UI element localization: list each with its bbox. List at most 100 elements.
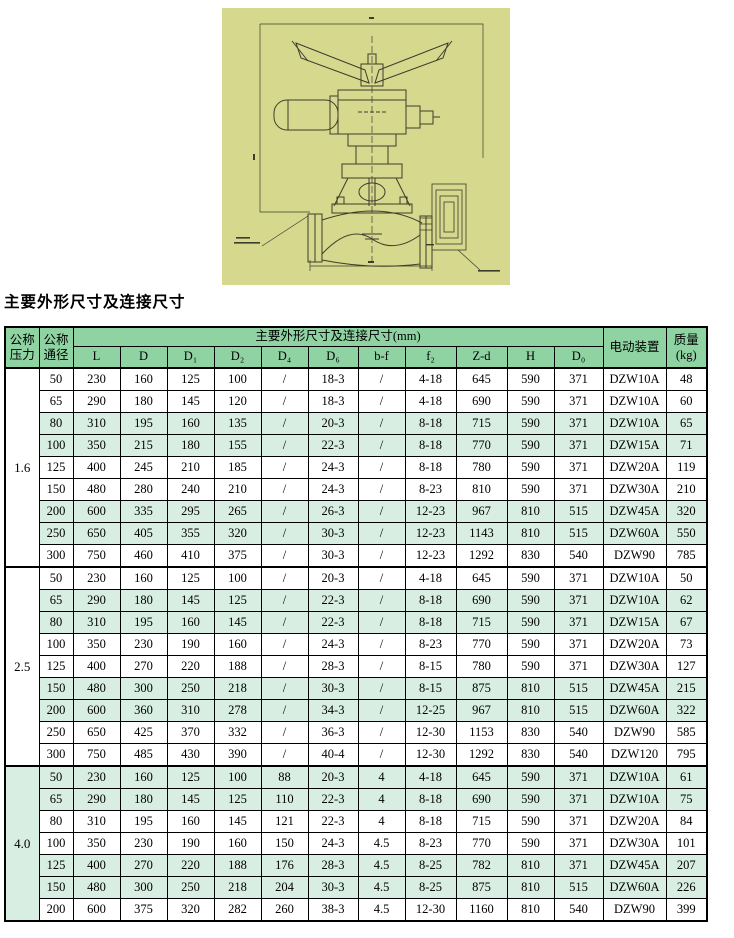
device-cell: DZW30A: [602, 655, 667, 678]
dim-cell: 400: [72, 456, 121, 479]
dim-cell: 34-3: [307, 699, 359, 722]
col-header-dim: D₂: [213, 346, 262, 369]
dim-cell: 28-3: [307, 655, 359, 678]
pressure-cell: 1.6: [4, 367, 40, 568]
dim-cell: /: [260, 743, 309, 767]
device-cell: DZW10A: [602, 788, 667, 811]
table-row: 100 350 230 190 160/24-3/8-23 770 590 371 DZW20A…: [5, 633, 708, 656]
dim-cell: 405: [119, 522, 168, 545]
device-cell: DZW10A: [602, 765, 667, 789]
dim-cell: 180: [119, 788, 168, 811]
dim-cell: 145: [166, 589, 215, 612]
dim-cell: 22-3: [307, 788, 359, 811]
device-cell: DZW120: [602, 743, 667, 767]
motor-cylinder: [273, 95, 339, 135]
dn-cell: 125: [38, 456, 74, 479]
device-cell: DZW30A: [602, 478, 667, 501]
dim-cell: 371: [553, 390, 604, 413]
mass-cell: 67: [665, 611, 708, 634]
dim-cell: 30-3: [307, 544, 359, 568]
device-cell: DZW60A: [602, 522, 667, 545]
col-header-dim: D₆: [307, 346, 359, 369]
dim-cell: /: [260, 390, 309, 413]
dim-cell: 371: [553, 456, 604, 479]
dim-cell: 36-3: [307, 721, 359, 744]
dn-cell: 200: [38, 500, 74, 523]
dim-cell: 350: [72, 633, 121, 656]
col-header-dim: D₁: [166, 346, 215, 369]
connector: [405, 105, 440, 129]
dim-cell: 690: [455, 390, 508, 413]
dim-cell: 645: [455, 566, 508, 590]
dn-cell: 150: [38, 478, 74, 501]
dim-cell: 300: [119, 677, 168, 700]
dim-cell: /: [357, 456, 406, 479]
table-row: 65 290 180 145 120/18-3/4-18 690 590 371 DZW10A 6…: [5, 390, 708, 413]
table-row: 125 400 245 210 185/24-3/8-18 780 590 371 DZW20A…: [5, 456, 708, 479]
dim-cell: 515: [553, 876, 604, 899]
dim-cell: 230: [72, 765, 121, 789]
dim-cell: 375: [119, 898, 168, 922]
dim-cell: 810: [506, 677, 555, 700]
table-row: 125 400 270 220 188 176 28-3 4.5 8-25 782 810 371 DZ…: [5, 854, 708, 877]
mass-cell: 75: [665, 788, 708, 811]
dn-cell: 65: [38, 390, 74, 413]
dim-cell: /: [357, 721, 406, 744]
dim-cell: 320: [166, 898, 215, 922]
dim-cell: 350: [72, 832, 121, 855]
dim-cell: 8-18: [404, 589, 457, 612]
dim-cell: 1292: [455, 544, 508, 568]
mass-cell: 320: [665, 500, 708, 523]
dim-cell: 8-18: [404, 434, 457, 457]
dim-cell: /: [260, 412, 309, 435]
device-cell: DZW20A: [602, 810, 667, 833]
table-row: 250 650 425 370 332/36-3/12-30 1153 830 540 DZW9…: [5, 721, 708, 744]
dim-cell: 410: [166, 544, 215, 568]
device-cell: DZW90: [602, 898, 667, 922]
table-row: 65 290 180 145 125 110 22-3 4 8-18 690 590 371 DZW10…: [5, 788, 708, 811]
dim-cell: 830: [506, 721, 555, 744]
dim-cell: 160: [166, 611, 215, 634]
table-row: 100 350 230 190 160 150 24-3 4.5 8-23 770 590 371 DZ…: [5, 832, 708, 855]
dim-cell: 176: [260, 854, 309, 877]
dim-cell: 715: [455, 412, 508, 435]
dim-cell: 590: [506, 810, 555, 833]
dim-cell: 371: [553, 810, 604, 833]
dim-cell: 210: [166, 456, 215, 479]
dim-cell: /: [357, 478, 406, 501]
dim-cell: 350: [72, 434, 121, 457]
dim-cell: 810: [506, 522, 555, 545]
bonnet-flange: [331, 196, 413, 214]
dim-cell: 160: [166, 810, 215, 833]
dim-cell: 515: [553, 500, 604, 523]
device-cell: DZW60A: [602, 876, 667, 899]
pressure-cell: 2.5: [4, 566, 40, 767]
dim-cell: 310: [72, 412, 121, 435]
dim-cell: /: [260, 611, 309, 634]
dim-cell: 125: [166, 765, 215, 789]
table-row: 150 480 300 250 218/30-3/8-15 875 810 515 DZW45A…: [5, 677, 708, 700]
dim-cell: 195: [119, 611, 168, 634]
dim-cell: 145: [166, 390, 215, 413]
dim-cell: 4.5: [357, 876, 406, 899]
dim-cell: 230: [72, 367, 121, 391]
dim-cell: /: [260, 589, 309, 612]
dim-cell: 780: [455, 655, 508, 678]
dim-cell: 600: [72, 500, 121, 523]
dim-cell: /: [357, 655, 406, 678]
device-cell: DZW90: [602, 544, 667, 568]
dim-cell: 12-23: [404, 522, 457, 545]
col-header-dim: b-f: [357, 346, 406, 369]
mass-cell: 62: [665, 589, 708, 612]
dim-cell: 20-3: [307, 765, 359, 789]
dim-cell: 110: [260, 788, 309, 811]
dim-cell: 220: [166, 854, 215, 877]
dim-cell: 12-30: [404, 721, 457, 744]
table-row: 2.5 50 230 160 125 100/20-3/4-18 645 590 371 DZW1…: [4, 566, 708, 767]
dim-cell: /: [260, 633, 309, 656]
dim-cell: 540: [553, 721, 604, 744]
dim-cell: 120: [213, 390, 262, 413]
col-header-device: 电动装置: [602, 326, 667, 369]
dim-cell: 690: [455, 788, 508, 811]
